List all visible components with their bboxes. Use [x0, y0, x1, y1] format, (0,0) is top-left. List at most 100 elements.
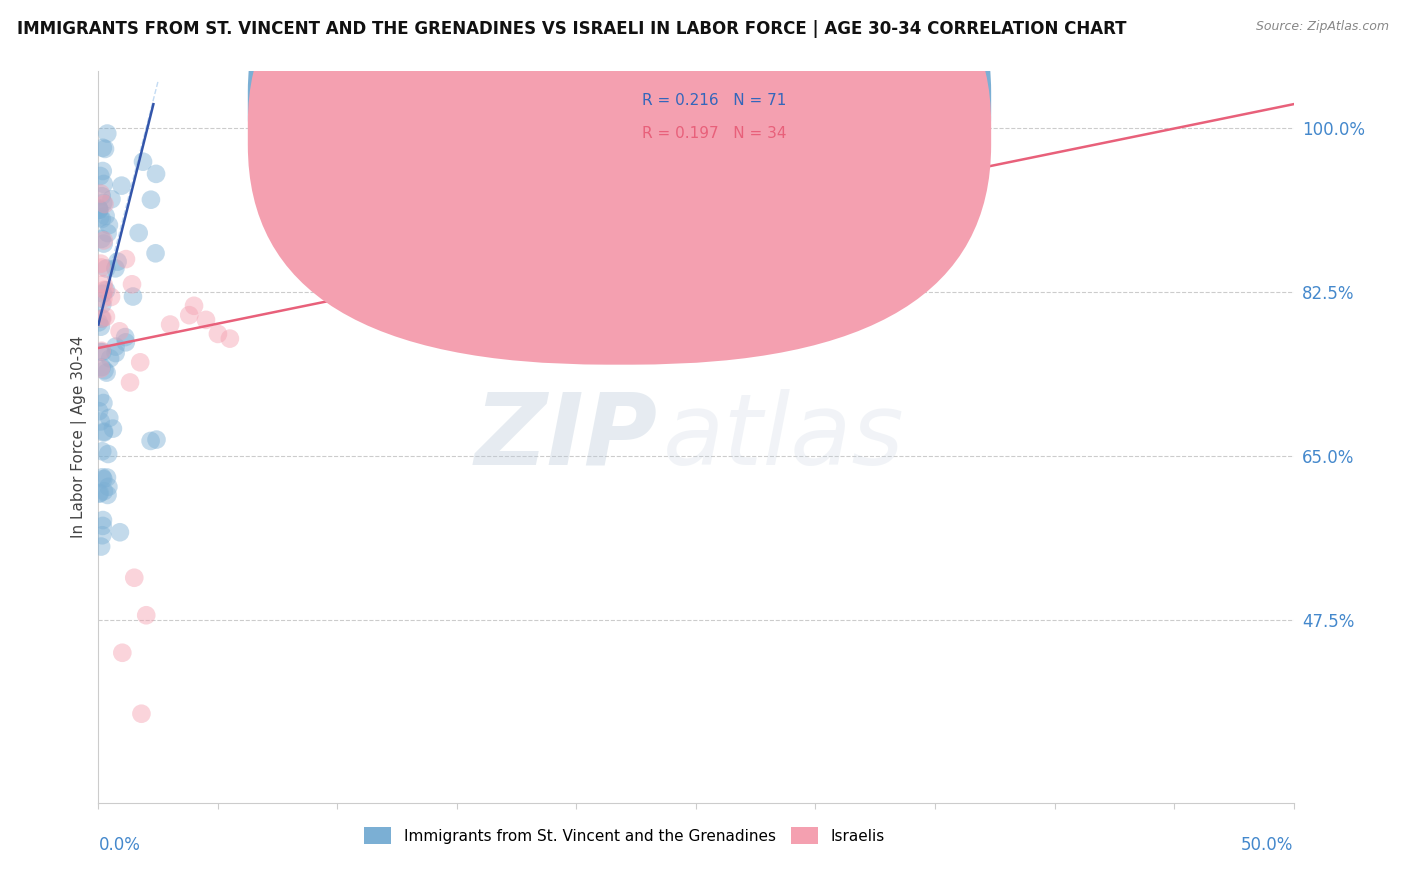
Point	[121, 277, 143, 292]
Point	[93, 177, 115, 191]
Point	[104, 346, 127, 360]
FancyBboxPatch shape	[247, 0, 991, 365]
Point	[93, 425, 115, 440]
Point	[114, 330, 136, 344]
Point	[93, 236, 115, 251]
Point	[90, 414, 112, 428]
Point	[90, 186, 112, 201]
Point	[179, 308, 201, 322]
Point	[98, 351, 121, 366]
Point	[87, 201, 110, 215]
Point	[139, 193, 162, 207]
Point	[115, 252, 138, 266]
Point	[108, 324, 131, 338]
Point	[124, 571, 146, 585]
Point	[89, 486, 111, 500]
Point	[93, 277, 115, 292]
Point	[97, 447, 120, 461]
Point	[90, 211, 112, 226]
Text: IMMIGRANTS FROM ST. VINCENT AND THE GRENADINES VS ISRAELI IN LABOR FORCE | AGE 3: IMMIGRANTS FROM ST. VINCENT AND THE GREN…	[17, 20, 1126, 37]
Point	[97, 226, 120, 240]
Point	[93, 363, 115, 377]
Point	[145, 433, 167, 447]
Point	[91, 513, 114, 527]
Point	[87, 202, 110, 217]
FancyBboxPatch shape	[247, 0, 991, 334]
Point	[94, 209, 117, 223]
Point	[93, 396, 115, 410]
Point	[91, 519, 114, 533]
Point	[108, 525, 131, 540]
Point	[87, 315, 110, 329]
Point	[97, 218, 120, 232]
Point	[517, 261, 540, 276]
Point	[93, 283, 115, 297]
Point	[87, 404, 110, 418]
Point	[219, 332, 242, 346]
Point	[93, 425, 115, 439]
Point	[93, 234, 115, 248]
Point	[101, 422, 124, 436]
Point	[91, 470, 114, 484]
Point	[122, 289, 145, 303]
Point	[96, 261, 118, 276]
Point	[91, 297, 114, 311]
Point	[89, 211, 111, 225]
Point	[111, 646, 134, 660]
Point	[90, 260, 112, 275]
Point	[100, 192, 122, 206]
Point	[93, 484, 115, 499]
Point	[90, 361, 112, 376]
Point	[96, 470, 118, 484]
Point	[94, 310, 117, 324]
Point	[183, 299, 205, 313]
Point	[104, 261, 127, 276]
Point	[91, 528, 114, 542]
Point	[89, 169, 111, 183]
Point	[94, 283, 117, 297]
Point	[91, 195, 114, 210]
Point	[132, 154, 155, 169]
Point	[90, 257, 112, 271]
Point	[96, 127, 118, 141]
FancyBboxPatch shape	[582, 77, 863, 163]
Point	[96, 366, 118, 380]
Y-axis label: In Labor Force | Age 30-34: In Labor Force | Age 30-34	[72, 335, 87, 539]
Text: ZIP: ZIP	[475, 389, 658, 485]
Point	[89, 390, 111, 404]
Point	[90, 189, 112, 203]
Point	[91, 292, 114, 306]
Point	[96, 488, 118, 502]
Point	[90, 540, 112, 554]
Point	[91, 286, 114, 301]
Point	[91, 311, 114, 326]
Point	[481, 243, 505, 257]
Point	[98, 410, 121, 425]
Point	[207, 326, 229, 341]
Point	[93, 472, 115, 486]
Point	[94, 142, 117, 156]
Point	[91, 164, 114, 178]
Point	[90, 360, 112, 375]
Point	[104, 340, 127, 354]
Legend: Immigrants from St. Vincent and the Grenadines, Israelis: Immigrants from St. Vincent and the Gren…	[357, 822, 891, 850]
Point	[118, 376, 141, 390]
Point	[195, 313, 218, 327]
Point	[139, 434, 162, 448]
Point	[100, 290, 122, 304]
Point	[110, 178, 132, 193]
Point	[114, 335, 136, 350]
Point	[159, 318, 181, 332]
Point	[90, 319, 112, 334]
Point	[135, 608, 157, 623]
Text: 0.0%: 0.0%	[98, 836, 141, 854]
Point	[90, 343, 112, 358]
Point	[91, 141, 114, 155]
Point	[131, 706, 153, 721]
Text: Source: ZipAtlas.com: Source: ZipAtlas.com	[1256, 20, 1389, 33]
Point	[91, 444, 114, 458]
Point	[90, 232, 112, 246]
Text: 50.0%: 50.0%	[1241, 836, 1294, 854]
Point	[90, 311, 112, 326]
Point	[145, 167, 167, 181]
